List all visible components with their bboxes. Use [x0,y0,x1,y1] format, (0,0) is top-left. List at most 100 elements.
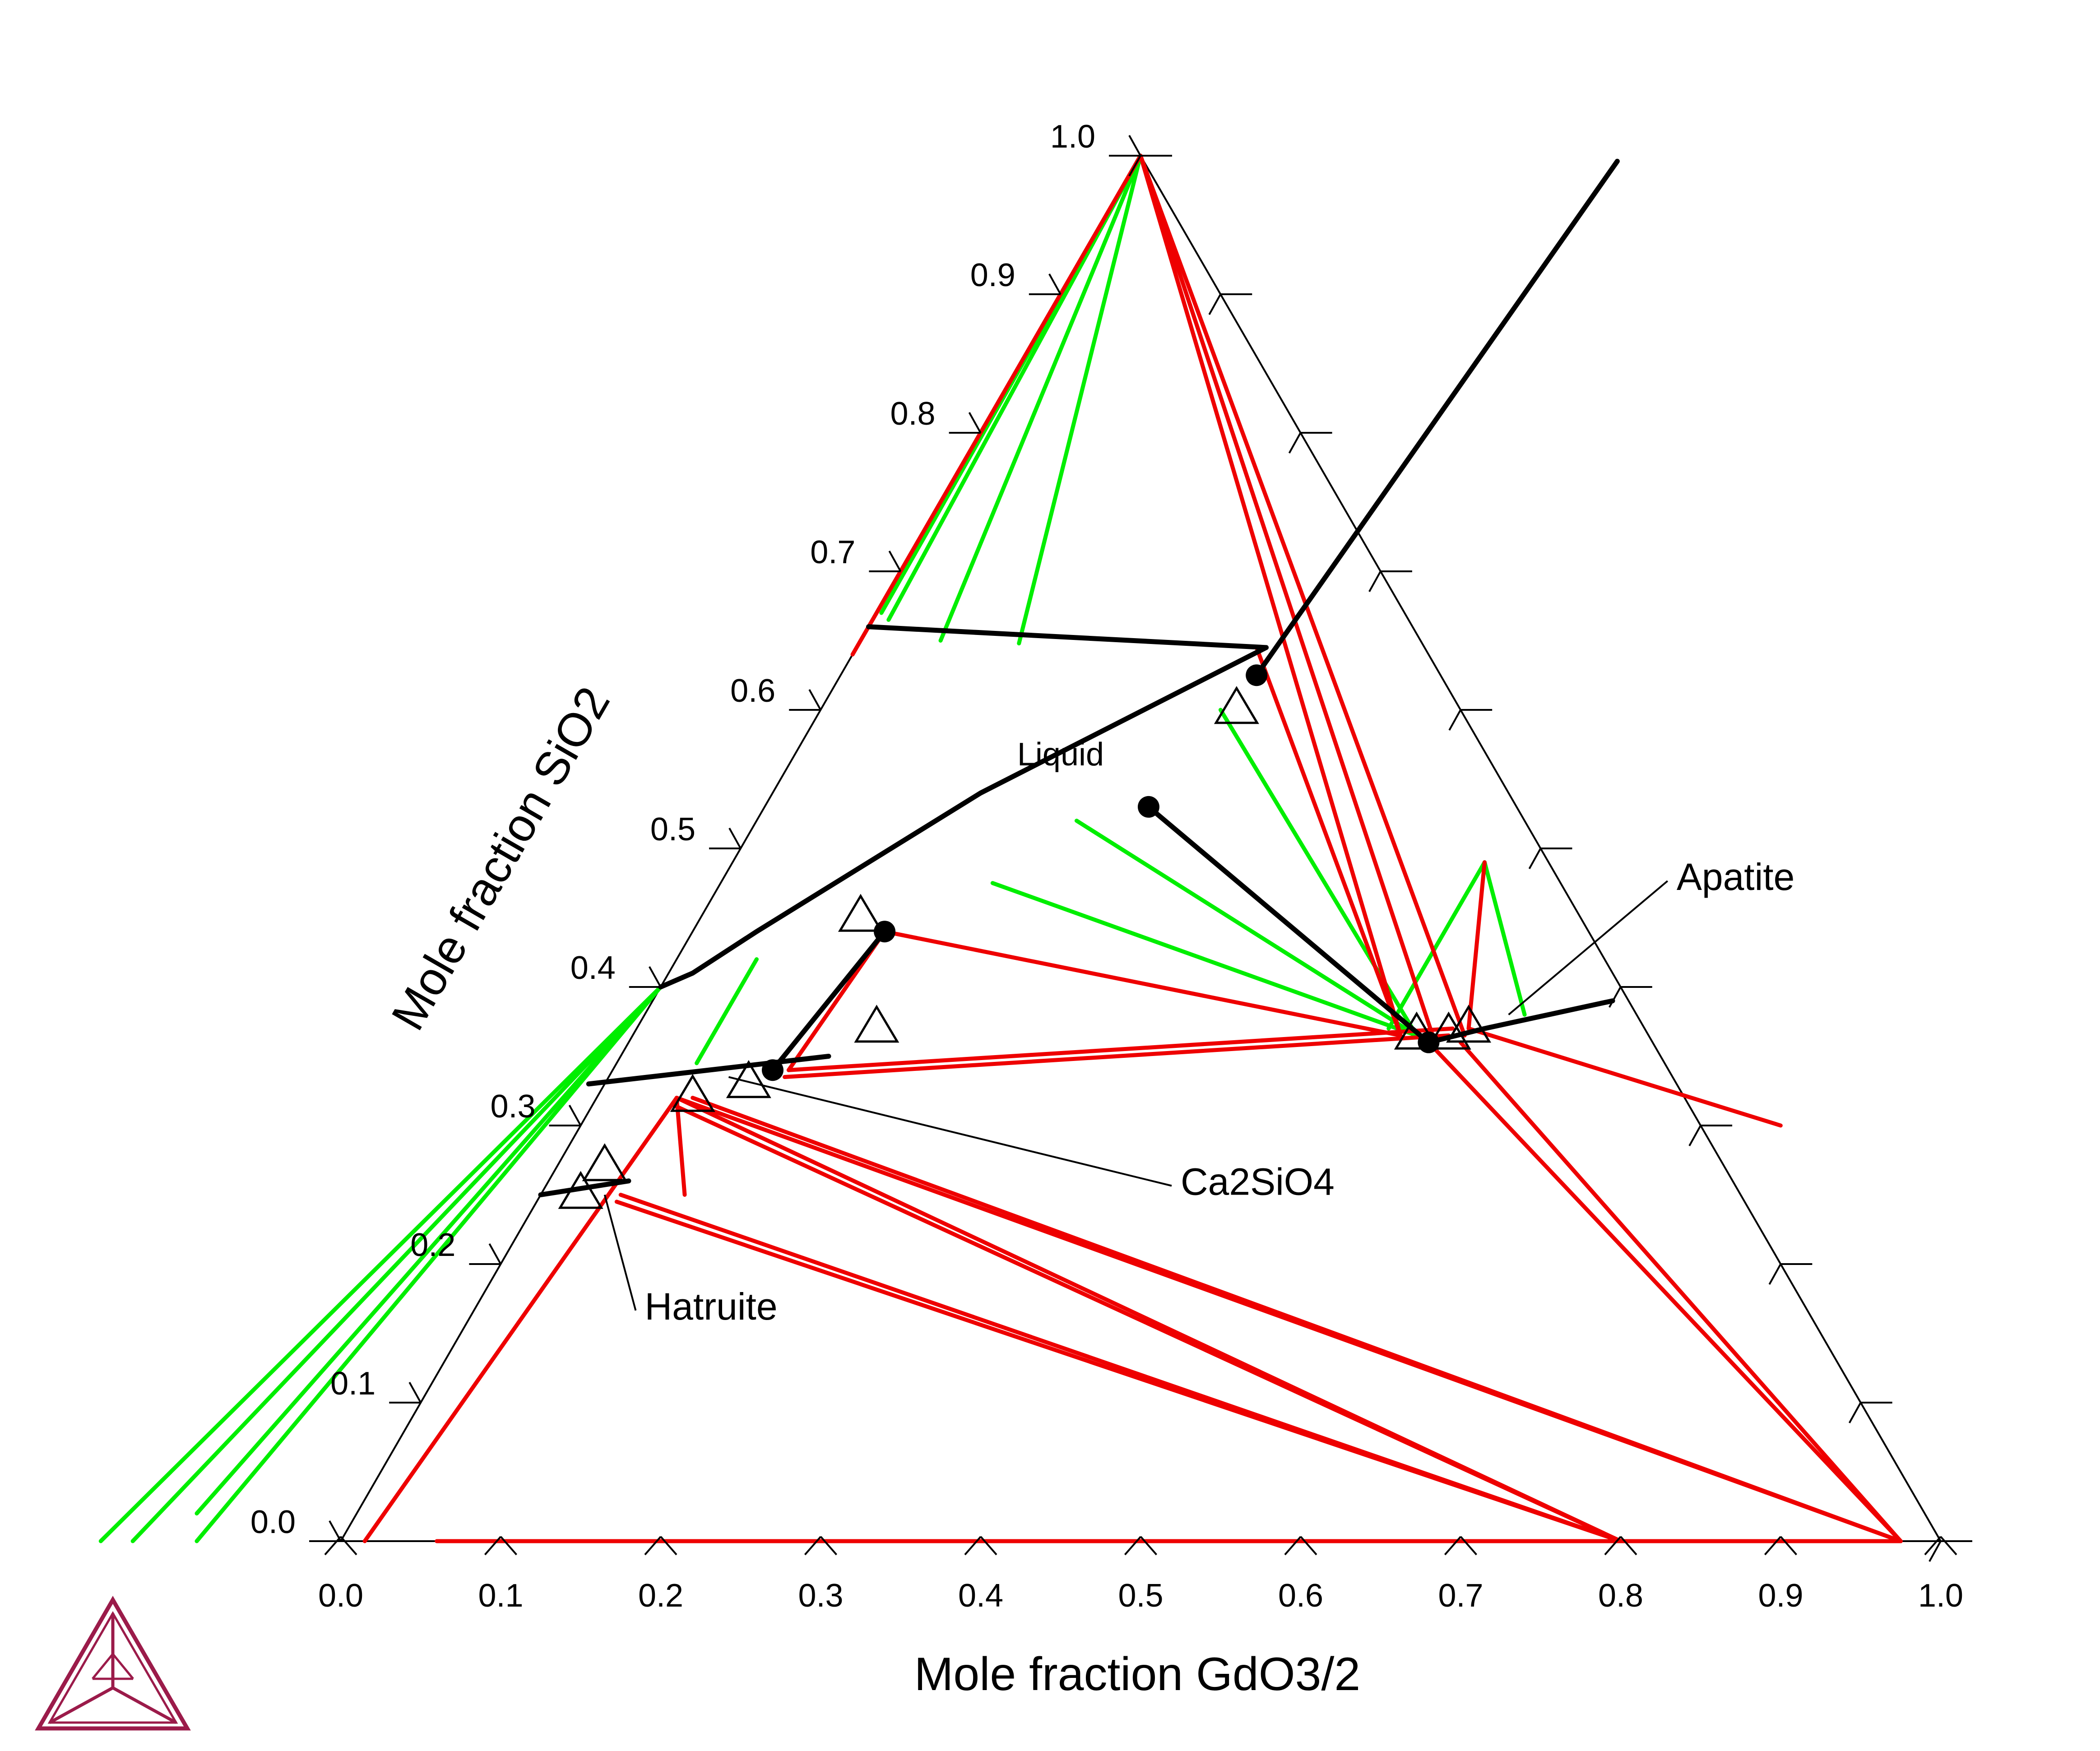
tick-right-b-1 [1208,294,1222,315]
tick-right-b-10 [1928,1541,1942,1562]
triangle-outline [339,154,1942,1542]
red-tie-line-9 [674,1096,687,1197]
green-tie-line-10 [98,985,663,1543]
green-tie-line-12 [1386,860,1487,1031]
triangle-marker-0 [1214,686,1259,724]
green-tie-line-9 [130,985,663,1543]
red-tie-line-14 [691,1096,1903,1543]
red-tie-line-2 [1138,153,1435,1038]
tick-right-b-4 [1448,709,1461,731]
tick-label-y-6: 0.6 [730,673,775,709]
phase-point-1 [1137,796,1159,818]
tick-bottom-b-10 [1940,1536,1957,1556]
axis-ticks: 0.0 0.0 0.1 0.1 0.2 0.2 0.3 0.3 0.4 0.4 0.5 0.5 0.6 0… [250,119,1972,1614]
tick-bottom-a-3 [804,1536,822,1556]
tick-bottom-b-3 [820,1536,838,1556]
phase-boundary-2 [586,1054,831,1087]
annotation-label-2: Ca2SiO4 [1181,1161,1335,1203]
triangle-marker-8 [1426,1011,1471,1050]
tick-bottom-a-9 [1764,1536,1782,1556]
tick-left-b-2 [488,1243,502,1265]
red-tie-line-1 [1138,153,1403,1038]
green-tie-line-11 [195,985,663,1543]
tick-bottom-b-6 [1300,1536,1317,1556]
annotation-leader-2 [728,1076,1172,1187]
triangle-marker-5 [582,1143,627,1181]
tick-bottom-b-0 [340,1536,357,1556]
tick-label-x-8: 0.8 [1598,1578,1643,1614]
green-tie-line-7 [695,957,759,1065]
tick-right-b-8 [1768,1264,1782,1285]
tick-label-y-0: 0.0 [250,1504,296,1540]
tick-label-x-4: 0.4 [958,1578,1003,1614]
green-tie-line-1 [886,153,1143,622]
red-tie-line-5 [882,929,1403,1038]
phase-boundary-4 [538,1178,631,1197]
tick-left-b-3 [568,1105,582,1126]
phase-boundary-5 [1426,998,1615,1045]
tick-bottom-b-1 [500,1536,518,1556]
green-tie-line-13 [1482,860,1527,1017]
tick-left-b-6 [808,689,821,710]
tick-bottom-a-10 [1924,1536,1942,1556]
tick-label-y-4: 0.4 [570,950,616,986]
triangle-marker-9 [1446,1005,1492,1043]
x-axis-label: Mole fraction GdO3/2 [914,1648,1360,1700]
tick-label-y-8: 0.8 [890,396,936,432]
red-tie-line-19 [1466,1026,1783,1128]
tick-label-x-10: 1.0 [1918,1578,1963,1614]
green-tie-line-3 [1017,153,1143,646]
phase-point-3 [761,1059,783,1081]
phase-boundary-0 [866,624,1269,650]
tick-bottom-a-4 [964,1536,982,1556]
red-tie-line-16 [614,1200,1623,1543]
red-tie-line-18 [1458,1040,1903,1543]
annotations: Liquid Apatite Ca2SiO4 Hatruite [603,737,1794,1328]
tick-label-x-3: 0.3 [798,1578,843,1614]
tick-bottom-a-8 [1604,1536,1622,1556]
tick-label-x-5: 0.5 [1118,1578,1163,1614]
triangle-marker-6 [558,1171,603,1209]
green-tie-line-8 [195,985,663,1516]
red-tie-line-8 [783,1033,1451,1079]
green-tie-line-6 [990,881,1419,1038]
tick-bottom-a-1 [484,1536,502,1556]
tick-right-b-3 [1368,571,1381,592]
tick-label-x-7: 0.7 [1438,1578,1483,1614]
tick-right-b-6 [1609,987,1622,1008]
tick-left-b-10 [1128,135,1141,156]
tick-left-b-8 [968,412,982,433]
black-tie-line-0 [1254,158,1620,678]
tick-label-y-1: 0.1 [330,1366,375,1402]
tick-label-x-0: 0.0 [318,1578,363,1614]
phase-boundary-3 [770,929,887,1073]
tick-bottom-a-5 [1124,1536,1142,1556]
tick-right-b-5 [1528,848,1542,869]
phase-boundary-1 [658,645,1269,990]
red-tie-line-3 [1138,153,1467,1038]
red-tie-line-12 [670,1102,1623,1543]
tick-label-x-6: 0.6 [1278,1578,1323,1614]
tick-label-y-5: 0.5 [650,811,695,848]
black-tie-line-1 [1146,804,1431,1045]
tick-right-b-2 [1288,432,1302,454]
tick-bottom-b-4 [980,1536,997,1556]
annotation-leader-3 [603,1194,637,1311]
tick-right-b-0 [1128,155,1141,176]
phase-point-0 [1246,664,1268,686]
thermo-calc-logo [35,1596,191,1731]
annotation-leader-1 [1508,880,1669,1015]
triangle-marker-4 [670,1074,715,1112]
phase-boundaries [538,158,1620,1209]
red-tie-line-20 [1466,860,1487,1031]
annotation-label-3: Hatruite [644,1285,777,1328]
tick-right-b-9 [1848,1402,1862,1423]
triangle-frame [339,154,1942,1542]
tick-label-x-9: 0.9 [1758,1578,1803,1614]
tick-bottom-a-6 [1284,1536,1302,1556]
tick-label-y-3: 0.3 [491,1089,536,1125]
tick-label-x-2: 0.2 [638,1578,683,1614]
tick-label-y-10: 1.0 [1050,119,1095,155]
tick-bottom-a-2 [644,1536,662,1556]
